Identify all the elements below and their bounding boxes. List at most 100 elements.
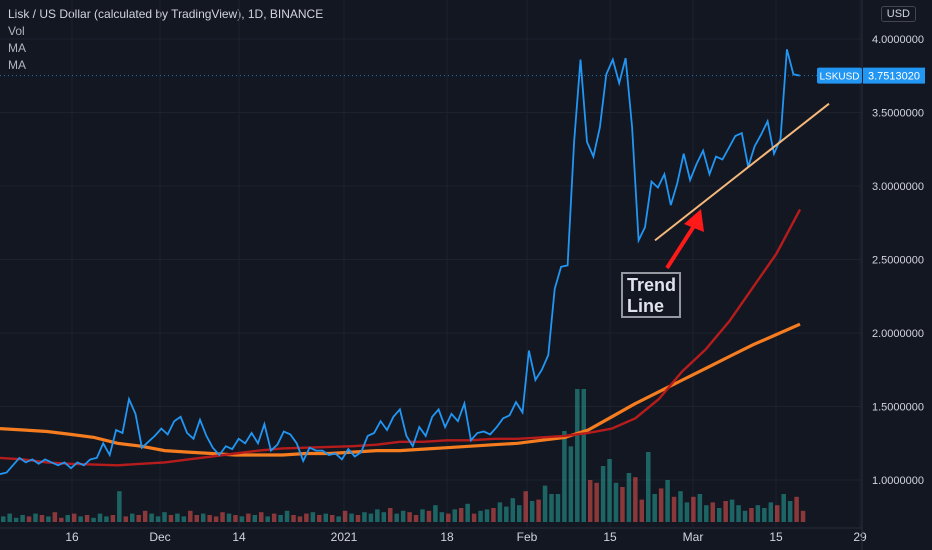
volume-bar	[639, 499, 645, 522]
volume-bar	[59, 517, 64, 522]
y-tick-label: 2.5000000	[872, 255, 924, 267]
volume-bar	[400, 510, 406, 522]
arrow-head	[684, 209, 704, 232]
volume-bar	[433, 505, 438, 522]
y-tick-label: 4.0000000	[872, 34, 924, 46]
volume-bar	[265, 516, 270, 522]
indicator-ma-2[interactable]: MA	[8, 58, 26, 72]
currency-button[interactable]: USD	[880, 6, 916, 22]
price-badge-value: 3.7513020	[868, 71, 920, 83]
volume-bar	[510, 498, 516, 522]
volume-bar	[233, 515, 238, 522]
volume-bar	[259, 512, 264, 522]
volume-bar	[729, 499, 735, 522]
volume-bar	[39, 515, 45, 522]
indicator-vol[interactable]: Vol	[8, 24, 25, 38]
volume-bar	[317, 515, 322, 522]
volume-bar	[52, 512, 58, 522]
volume-bar	[71, 513, 77, 522]
price-line	[0, 49, 800, 475]
volume-bar	[97, 513, 103, 522]
volume-bar	[768, 502, 774, 522]
volume-bar	[736, 505, 741, 522]
volume-bar	[291, 515, 296, 522]
annotation-line2: Line	[627, 296, 665, 316]
volume-bar	[755, 505, 761, 522]
volume-bar	[207, 515, 212, 522]
volume-bar	[697, 494, 703, 522]
volume-bar	[742, 510, 748, 522]
volume-bar	[355, 515, 361, 522]
volume-bar	[226, 513, 232, 522]
volume-bar	[388, 508, 393, 522]
volume-bar	[213, 516, 219, 522]
symbol-label: LSKUSD	[819, 72, 859, 83]
volume-bar	[800, 510, 806, 522]
volume-bar	[517, 505, 522, 522]
volume-bar	[633, 477, 638, 522]
volume-bar	[20, 515, 25, 522]
y-tick-label: 2.0000000	[872, 328, 924, 340]
arrow-shaft	[665, 224, 696, 270]
volume-bar	[278, 515, 283, 522]
volume-bar	[130, 513, 135, 522]
volume-bar	[491, 508, 496, 522]
volume-bar	[304, 513, 309, 522]
volume-bar	[536, 499, 541, 522]
volume-bar	[104, 516, 109, 522]
symbol-badge	[817, 67, 862, 84]
volume-bar	[310, 512, 316, 522]
volume-bar	[652, 494, 657, 522]
x-tick-label: Dec	[149, 530, 170, 544]
volume-bar	[749, 508, 754, 522]
x-tick-label: 18	[440, 530, 454, 544]
volume-bar	[562, 431, 567, 522]
volume-bar	[762, 508, 767, 522]
volume-bar	[452, 509, 457, 522]
trend-line-annotation: Trend Line	[621, 272, 681, 318]
y-tick-label: 3.0000000	[872, 181, 924, 193]
ma-short-line	[0, 208, 802, 467]
volume-bar	[671, 496, 677, 522]
volume-bar	[271, 513, 277, 522]
volume-bar	[723, 501, 728, 522]
volume-bar	[439, 512, 445, 522]
volume-bar	[342, 510, 348, 522]
volume-bar	[84, 515, 90, 522]
volume-bar	[123, 516, 129, 522]
volume-bar	[600, 466, 606, 522]
volume-bar	[555, 494, 561, 522]
volume-bar	[155, 516, 161, 522]
volume-bar	[587, 480, 593, 522]
volume-bar	[446, 513, 451, 522]
volume-bar	[626, 473, 632, 522]
volume-bar	[368, 513, 374, 522]
volume-bar	[362, 512, 367, 522]
volume-bar	[407, 512, 412, 522]
indicator-ma-1[interactable]: MA	[8, 41, 26, 55]
ma-long-line	[0, 322, 801, 457]
volume-bar	[594, 482, 599, 522]
x-tick-label: 29	[853, 530, 867, 544]
volume-bar	[775, 505, 780, 522]
volume-bar	[149, 513, 154, 522]
volume-bar	[420, 509, 425, 522]
volume-bar	[471, 513, 477, 522]
volume-bar	[523, 491, 528, 522]
annotation-line1: Trend	[627, 275, 677, 295]
volume-bar	[284, 510, 290, 522]
x-tick-label: 16	[65, 530, 79, 544]
volume-bar	[581, 389, 586, 522]
volume-bar	[394, 513, 399, 522]
x-tick-label: 15	[603, 530, 617, 544]
y-tick-label: 1.0000000	[872, 475, 924, 487]
volume-bar	[620, 487, 625, 522]
volume-bar	[246, 513, 251, 522]
volume-bar	[239, 516, 245, 522]
volume-bar	[194, 515, 199, 522]
volume-bar	[575, 389, 580, 522]
volume-bar	[794, 496, 799, 522]
volume-bar	[91, 517, 96, 522]
volume-bar	[46, 516, 51, 522]
